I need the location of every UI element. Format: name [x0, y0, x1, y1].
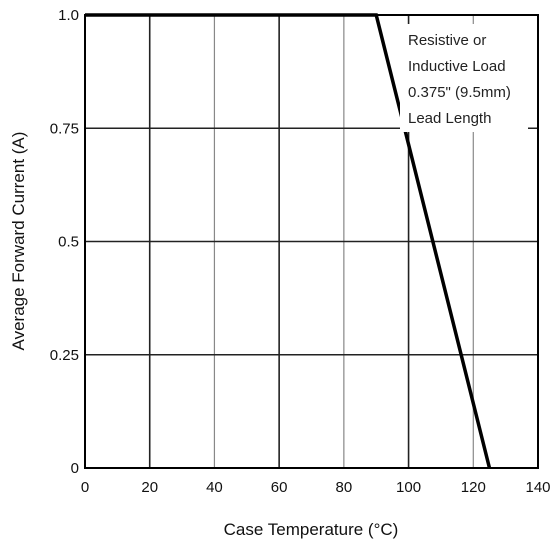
x-axis-title: Case Temperature (°C) [224, 520, 399, 539]
annotation-background [400, 24, 528, 132]
y-tick-label: 1.0 [58, 7, 79, 24]
annotation-line-4: Lead Length [408, 110, 491, 127]
annotation-line-1: Resistive or [408, 32, 486, 49]
annotation-line-2: Inductive Load [408, 58, 506, 75]
x-tick-label: 40 [206, 479, 223, 496]
x-tick-label: 60 [271, 479, 288, 496]
y-tick-label: 0 [71, 460, 79, 477]
y-tick-label: 0.25 [50, 347, 79, 364]
x-tick-label: 140 [525, 479, 550, 496]
plot-frame [84, 14, 539, 469]
y-axis-title: Average Forward Current (A) [9, 132, 28, 351]
y-tick-label: 0.5 [58, 234, 79, 251]
x-tick-label: 80 [336, 479, 353, 496]
x-tick-label: 20 [141, 479, 158, 496]
tick-labels: 0 20 40 60 80 100 120 140 0 0.25 0.5 0.75 1.0 [50, 7, 551, 496]
annotation-line-3: 0.375" (9.5mm) [408, 84, 511, 101]
x-tick-label: 0 [81, 479, 89, 496]
y-tick-label: 0.75 [50, 120, 79, 137]
x-tick-label: 120 [461, 479, 486, 496]
annotation: Resistive or Inductive Load 0.375" (9.5m… [400, 24, 528, 132]
x-tick-label: 100 [396, 479, 421, 496]
